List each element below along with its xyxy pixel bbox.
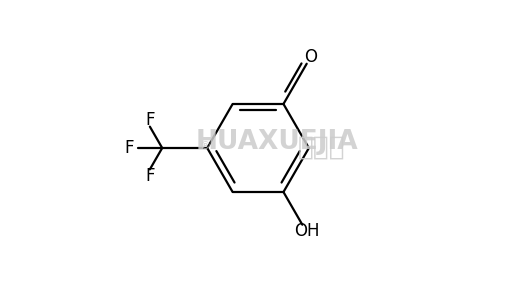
Text: 化学加: 化学加: [297, 135, 345, 161]
Text: F: F: [145, 111, 155, 129]
Text: ®: ®: [200, 141, 211, 152]
Text: O: O: [304, 49, 317, 66]
Text: HUAXUEJIA: HUAXUEJIA: [196, 129, 358, 155]
Text: F: F: [145, 167, 155, 185]
Text: OH: OH: [294, 222, 320, 240]
Text: F: F: [125, 139, 134, 157]
